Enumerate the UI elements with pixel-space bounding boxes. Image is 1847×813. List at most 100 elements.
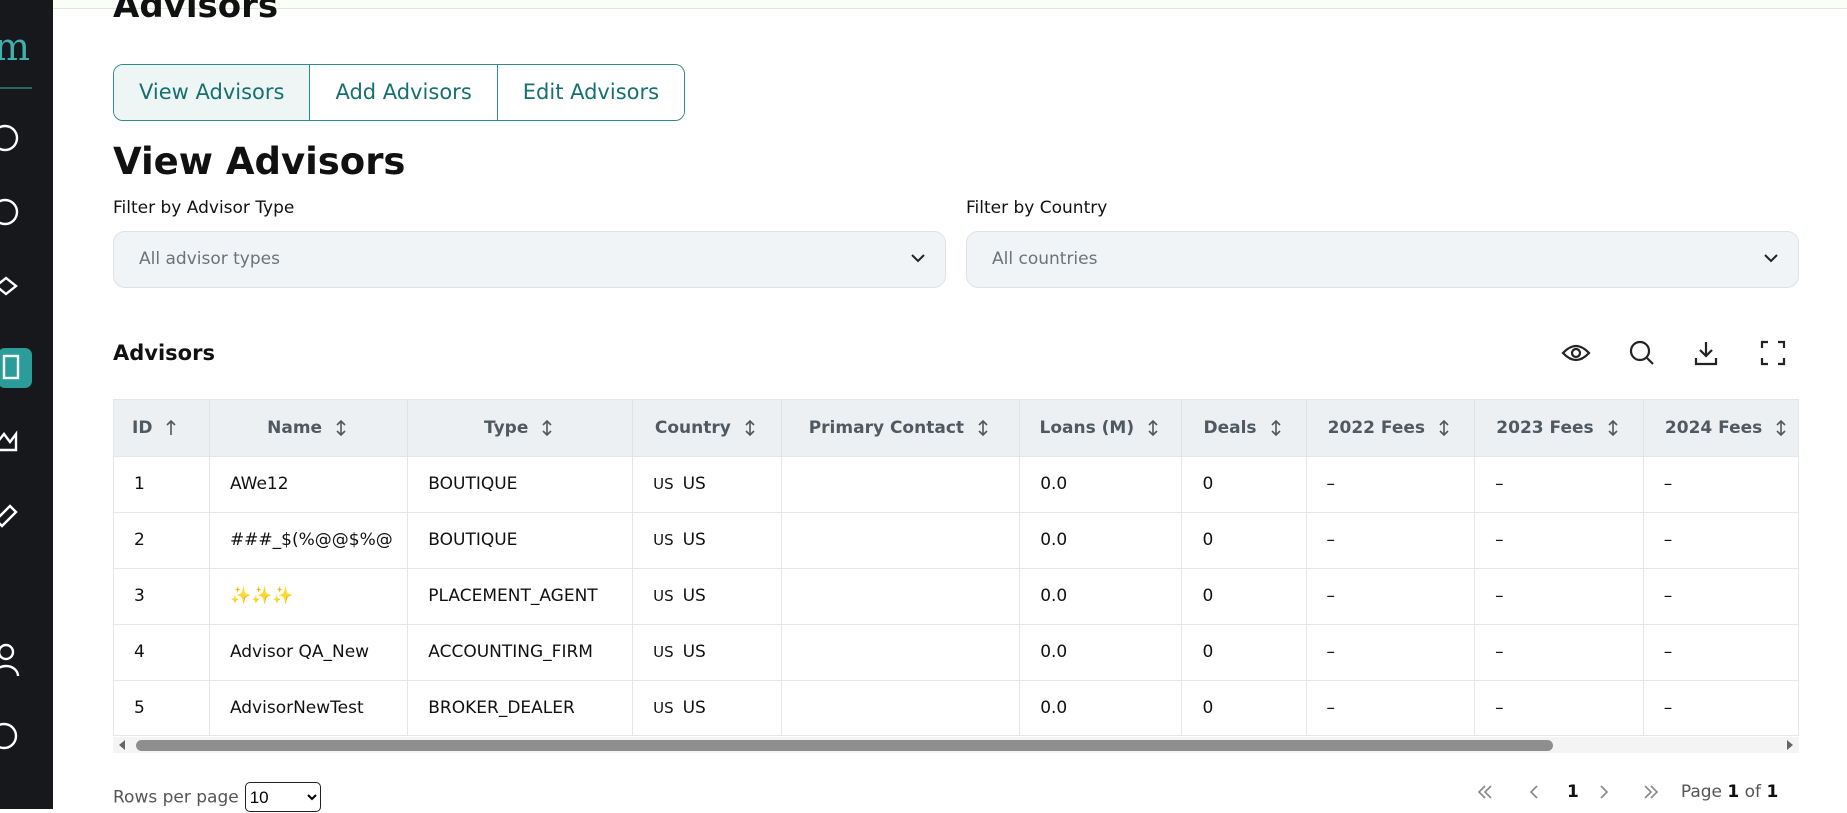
of-word: of bbox=[1744, 782, 1762, 802]
cell-fees: – bbox=[1306, 623, 1476, 680]
sort-icon[interactable] bbox=[538, 419, 556, 437]
column-header[interactable]: Name bbox=[209, 400, 409, 456]
tab[interactable]: View Advisors bbox=[114, 65, 311, 120]
cell-deals: 0 bbox=[1181, 567, 1307, 624]
cell-country: US US bbox=[632, 567, 782, 624]
tab-bar: View Advisors Add Advisors Edit Advisors bbox=[113, 64, 686, 121]
column-header[interactable]: Country bbox=[632, 400, 782, 456]
cell-country: US US bbox=[632, 455, 782, 512]
cell-fees: – bbox=[1474, 567, 1644, 624]
cell-fees: – bbox=[1306, 567, 1476, 624]
header-text: Country bbox=[654, 417, 731, 438]
tab[interactable]: Add Advisors bbox=[310, 65, 498, 120]
sort-icon[interactable] bbox=[974, 419, 992, 437]
top-bar bbox=[53, 0, 1847, 9]
sort-icon[interactable] bbox=[1604, 419, 1622, 437]
header-text: 2022 Fees bbox=[1327, 417, 1426, 438]
sort-icon[interactable] bbox=[1435, 419, 1453, 437]
cell-id: 2 bbox=[114, 511, 210, 568]
sort-icon[interactable] bbox=[1144, 419, 1162, 437]
pager-nav[interactable] bbox=[1597, 782, 1667, 802]
cell-fees: – bbox=[1306, 455, 1476, 512]
cell-country: US US bbox=[632, 511, 782, 568]
cell-deals: 0 bbox=[1181, 455, 1307, 512]
sort-icon[interactable] bbox=[332, 419, 350, 437]
sidebar: m bbox=[0, 0, 53, 809]
header-text: ID bbox=[132, 417, 153, 438]
header-text: Name bbox=[267, 417, 323, 438]
cell-deals: 0 bbox=[1181, 623, 1307, 680]
column-header[interactable]: 2023 Fees bbox=[1474, 400, 1644, 456]
cell-type: BOUTIQUE bbox=[407, 455, 634, 512]
table-toolbar[interactable] bbox=[1560, 338, 1800, 368]
cell-fees: – bbox=[1474, 623, 1644, 680]
filter-label: Filter by Advisor Type bbox=[113, 198, 295, 218]
column-header[interactable]: Type bbox=[407, 400, 634, 456]
column-header[interactable]: Loans (M) bbox=[1019, 400, 1183, 456]
cell-fees: – bbox=[1306, 511, 1476, 568]
sort-icon[interactable] bbox=[1772, 419, 1790, 437]
section-title: View Advisors bbox=[113, 140, 406, 183]
scroll-thumb[interactable] bbox=[136, 740, 1553, 751]
header-text: Type bbox=[484, 417, 529, 438]
advisors-table: ID Name Type Country Primary Contact Loans (M… bbox=[114, 400, 1798, 735]
cell-fees: – bbox=[1474, 511, 1644, 568]
country-flag: US bbox=[653, 531, 674, 549]
cell-fees: – bbox=[1474, 679, 1644, 735]
column-header[interactable]: ID bbox=[114, 400, 210, 456]
header-text: Loans (M) bbox=[1039, 417, 1135, 438]
cell-name: AdvisorNewTest bbox=[209, 679, 409, 735]
table-row[interactable]: 4 Advisor QA_New ACCOUNTING_FIRM US US 0.0 0– –… bbox=[114, 623, 1798, 680]
table-title: Advisors bbox=[113, 341, 215, 365]
cell-name: ###_$(%@@$%@ bbox=[209, 511, 409, 568]
filter-select[interactable]: All advisor types bbox=[113, 231, 946, 288]
cell-loans: 0.0 bbox=[1019, 455, 1183, 512]
sort-icon[interactable] bbox=[162, 419, 180, 437]
sort-icon[interactable] bbox=[1267, 419, 1285, 437]
page-word: Page bbox=[1680, 782, 1722, 802]
cell-id: 4 bbox=[114, 623, 210, 680]
cell-loans: 0.0 bbox=[1019, 679, 1183, 735]
cell-contact bbox=[781, 679, 1021, 735]
header-text: 2023 Fees bbox=[1496, 417, 1594, 438]
pager-nav[interactable] bbox=[1475, 782, 1605, 802]
cell-fees: – bbox=[1474, 455, 1644, 512]
cell-deals: 0 bbox=[1181, 679, 1307, 735]
country-code: US bbox=[682, 586, 706, 606]
rows-per-page: Rows per page 10 bbox=[113, 782, 321, 812]
column-header[interactable]: Primary Contact bbox=[781, 400, 1021, 456]
placeholder: All countries bbox=[992, 249, 1098, 269]
column-header[interactable]: Deals bbox=[1181, 400, 1307, 456]
cell-fees: – bbox=[1643, 567, 1798, 624]
cell-fees: – bbox=[1643, 623, 1798, 680]
rows-select[interactable]: 10 bbox=[244, 782, 321, 812]
cell-name: Advisor QA_New bbox=[209, 623, 409, 680]
column-header[interactable]: 2024 Fees bbox=[1643, 400, 1798, 456]
cell-id: 1 bbox=[114, 455, 210, 512]
cell-country: US US bbox=[632, 679, 782, 735]
sort-icon[interactable] bbox=[741, 419, 759, 437]
cell-id: 5 bbox=[114, 679, 210, 735]
tab[interactable]: Edit Advisors bbox=[497, 65, 685, 120]
country-code: US bbox=[682, 474, 706, 494]
filter-select[interactable]: All countries bbox=[966, 231, 1799, 288]
filter-label: Filter by Country bbox=[966, 198, 1108, 218]
current-page[interactable]: 1 bbox=[1567, 782, 1579, 802]
cell-loans: 0.0 bbox=[1019, 511, 1183, 568]
cell-name: ✨✨✨ bbox=[209, 567, 409, 624]
sidebar-icons: m bbox=[0, 25, 32, 750]
cell-loans: 0.0 bbox=[1019, 623, 1183, 680]
cell-fees: – bbox=[1306, 679, 1476, 735]
cell-contact bbox=[781, 623, 1021, 680]
cell-name: AWe12 bbox=[209, 455, 409, 512]
placeholder: All advisor types bbox=[139, 249, 280, 269]
pager: 1 Page 1 of 1 bbox=[1475, 782, 1800, 802]
column-header[interactable]: 2022 Fees bbox=[1306, 400, 1476, 456]
svg-text:m: m bbox=[0, 25, 30, 69]
country-flag: US bbox=[653, 699, 674, 718]
